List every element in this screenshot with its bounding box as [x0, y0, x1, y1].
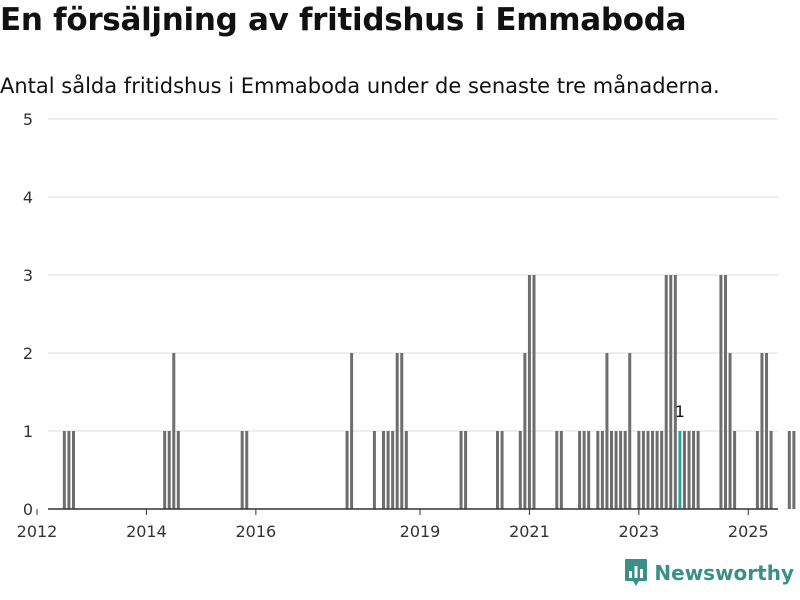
bar: [404, 431, 408, 509]
bar: [391, 431, 395, 509]
bar: [792, 431, 796, 509]
y-tick-label: 3: [23, 266, 33, 285]
bar: [464, 431, 468, 509]
bar: [532, 275, 536, 509]
x-tick-label: 2023: [618, 522, 659, 541]
bar: [240, 431, 244, 509]
gridlines: [48, 118, 778, 432]
bar: [582, 431, 586, 509]
bar: [600, 431, 604, 509]
bar: [459, 431, 463, 509]
bar: [723, 275, 727, 509]
bar: [372, 431, 376, 509]
y-tick-label: 0: [23, 500, 33, 519]
bar: [637, 431, 641, 509]
bar: [527, 275, 531, 509]
bar: [646, 431, 650, 509]
x-tick-label: 2014: [126, 522, 167, 541]
brand-name: Newsworthy: [654, 561, 794, 585]
chart-subtitle: Antal sålda fritidshus i Emmaboda under …: [0, 74, 720, 98]
x-tick-label: 2019: [400, 522, 441, 541]
bar: [345, 431, 349, 509]
bar: [692, 431, 696, 509]
bar: [787, 431, 791, 509]
x-tick-label: 2025: [728, 522, 769, 541]
bar: [623, 431, 627, 509]
bar: [765, 353, 769, 509]
y-axis-ticks: 0 1 2 3 4 5: [23, 110, 33, 519]
bar: [518, 431, 522, 509]
data-labels: 1: [675, 402, 685, 421]
bar: [559, 431, 563, 509]
bar: [696, 431, 700, 509]
bar: [664, 275, 668, 509]
newsworthy-logo-icon: [625, 559, 648, 586]
bar: [614, 431, 618, 509]
bar: [641, 431, 645, 509]
bar: [596, 431, 600, 509]
bar: [163, 431, 167, 509]
x-tick-label: 2012: [17, 522, 58, 541]
bar: [496, 431, 500, 509]
bar: [386, 431, 390, 509]
bar: [523, 353, 527, 509]
bar: [350, 353, 354, 509]
bars: [62, 275, 796, 509]
bar: [728, 353, 732, 509]
bar: [245, 431, 249, 509]
x-axis: 2012 2014 2016 2019 2021 2023 2025: [17, 508, 778, 541]
y-tick-label: 1: [23, 422, 33, 441]
data-label-latest: 1: [675, 402, 685, 421]
bar: [673, 275, 677, 509]
bar: [395, 353, 399, 509]
bar: [605, 353, 609, 509]
chart-title: En försäljning av fritidshus i Emmaboda: [0, 2, 687, 38]
bar: [500, 431, 504, 509]
bar: [555, 431, 559, 509]
bar: [733, 431, 737, 509]
bar: [669, 275, 673, 509]
bar-highlighted: [678, 431, 682, 509]
bar: [167, 431, 171, 509]
bar: [71, 431, 75, 509]
bar: [619, 431, 623, 509]
bar: [660, 431, 664, 509]
bar-chart: 0 1 2 3 4 5 2012 2014 2016 2019 2021 2023 2025 1: [17, 110, 796, 541]
bar: [172, 353, 176, 509]
bar: [67, 431, 71, 509]
bar: [578, 431, 582, 509]
y-tick-label: 2: [23, 344, 33, 363]
bar: [651, 431, 655, 509]
bar: [587, 431, 591, 509]
bar: [400, 353, 404, 509]
x-tick-label: 2021: [509, 522, 550, 541]
bar: [769, 431, 773, 509]
bar: [382, 431, 386, 509]
bar: [687, 431, 691, 509]
newsworthy-brand: Newsworthy: [624, 558, 794, 588]
bar: [755, 431, 759, 509]
bar: [682, 431, 686, 509]
bar: [176, 431, 180, 509]
bar: [628, 353, 632, 509]
bar: [62, 431, 66, 509]
y-tick-label: 5: [23, 110, 33, 129]
bar: [610, 431, 613, 509]
bar: [760, 353, 764, 509]
bar: [719, 275, 723, 509]
bar: [655, 431, 659, 509]
y-tick-label: 4: [23, 188, 33, 207]
x-tick-label: 2016: [235, 522, 276, 541]
